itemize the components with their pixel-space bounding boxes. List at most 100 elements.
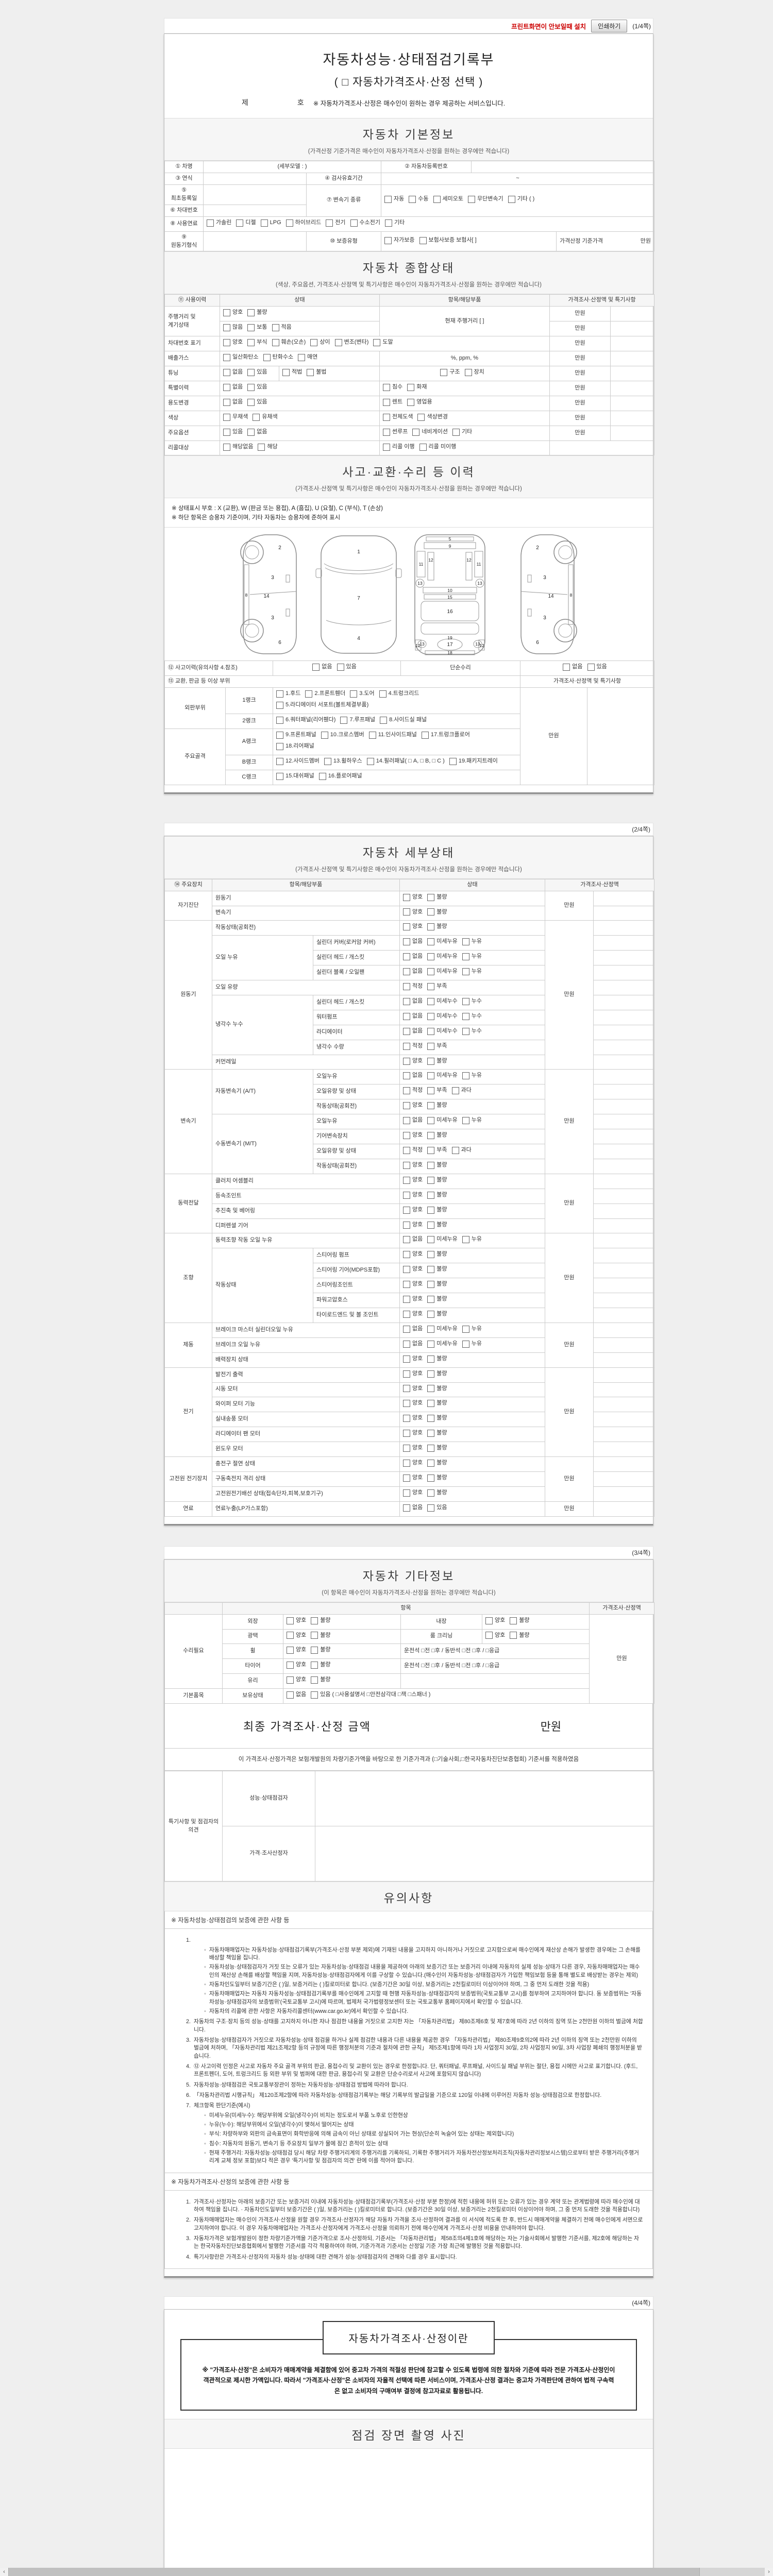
checkbox-option[interactable]: 수소전기 <box>350 219 380 227</box>
checkbox[interactable] <box>403 1176 410 1184</box>
checkbox[interactable] <box>260 219 268 227</box>
checkbox[interactable] <box>421 732 429 739</box>
checkbox[interactable] <box>403 1057 410 1065</box>
checkbox[interactable] <box>485 1617 493 1624</box>
checkbox[interactable] <box>373 339 381 347</box>
checkbox[interactable] <box>451 1146 459 1154</box>
checkbox-option[interactable]: 불량 <box>427 1429 447 1437</box>
checkbox[interactable] <box>247 339 255 347</box>
checkbox[interactable] <box>403 1132 410 1140</box>
checkbox[interactable] <box>368 732 376 739</box>
checkbox-option[interactable]: 없음 <box>403 997 423 1006</box>
checkbox-option[interactable]: 양호 <box>403 1370 423 1378</box>
checkbox-option[interactable]: 불량 <box>427 1474 447 1482</box>
checkbox[interactable] <box>311 1632 318 1639</box>
checkbox-option[interactable]: 부족 <box>427 1146 447 1155</box>
checkbox[interactable] <box>263 354 271 362</box>
checkbox[interactable] <box>403 1370 410 1378</box>
checkbox[interactable] <box>510 1632 517 1639</box>
checkbox[interactable] <box>207 219 214 227</box>
checkbox[interactable] <box>383 383 390 391</box>
checkbox[interactable] <box>223 339 230 347</box>
checkbox[interactable] <box>324 757 331 765</box>
checkbox-option[interactable]: 없음 <box>403 953 423 961</box>
checkbox[interactable] <box>427 893 435 901</box>
checkbox[interactable] <box>403 1504 410 1512</box>
checkbox-option[interactable]: 양호 <box>403 1161 423 1170</box>
checkbox[interactable] <box>427 1236 435 1244</box>
checkbox-option[interactable]: 없음 <box>247 428 267 436</box>
checkbox[interactable] <box>427 1146 435 1154</box>
checkbox-option[interactable]: 있음 <box>247 368 267 377</box>
checkbox-option[interactable]: 해당 <box>258 443 278 451</box>
checkbox[interactable] <box>287 1676 294 1684</box>
checkbox[interactable] <box>298 354 306 362</box>
checkbox[interactable] <box>452 428 460 436</box>
checkbox[interactable] <box>427 1161 435 1169</box>
checkbox[interactable] <box>223 309 230 317</box>
checkbox-option[interactable]: 양호 <box>287 1617 306 1625</box>
checkbox[interactable] <box>403 1445 410 1452</box>
checkbox[interactable] <box>403 953 410 961</box>
checkbox-option[interactable]: 19.패키지트레이 <box>449 757 498 766</box>
checkbox-option[interactable]: 양호 <box>223 338 243 347</box>
checkbox-option[interactable]: 양호 <box>403 1265 423 1274</box>
checkbox[interactable] <box>318 772 326 780</box>
checkbox-option[interactable]: 불량 <box>311 1676 331 1684</box>
checkbox[interactable] <box>403 1206 410 1214</box>
checkbox-option[interactable]: 없음 <box>403 1027 423 1036</box>
checkbox-option[interactable]: 미세누수 <box>427 997 458 1006</box>
checkbox-option[interactable]: 기타 ( ) <box>508 195 534 204</box>
checkbox[interactable] <box>427 1474 435 1482</box>
checkbox[interactable] <box>312 664 320 671</box>
checkbox-option[interactable]: 없음 <box>403 1235 423 1244</box>
checkbox-option[interactable]: 보통 <box>247 324 267 332</box>
checkbox-option[interactable]: 도말 <box>373 338 393 347</box>
checkbox-option[interactable]: 미세누유 <box>427 1072 458 1080</box>
checkbox-option[interactable]: 양호 <box>403 908 423 917</box>
checkbox-option[interactable]: 네비게이션 <box>412 428 448 436</box>
checkbox[interactable] <box>462 1236 469 1244</box>
checkbox-option[interactable]: 없음 <box>403 1012 423 1021</box>
checkbox[interactable] <box>223 428 230 436</box>
checkbox-option[interactable]: 수동 <box>409 195 429 204</box>
checkbox[interactable] <box>311 1662 318 1669</box>
checkbox[interactable] <box>403 1102 410 1110</box>
scroll-left-icon[interactable]: ‹ <box>0 2568 8 2576</box>
checkbox-option[interactable]: 4.트렁크리드 <box>379 690 419 698</box>
checkbox-option[interactable]: 불량 <box>427 1399 447 1408</box>
checkbox[interactable] <box>379 690 386 698</box>
checkbox[interactable] <box>403 1251 410 1259</box>
checkbox-option[interactable]: 없음 <box>403 1504 423 1512</box>
checkbox-option[interactable]: 10.크로스멤버 <box>321 731 364 739</box>
checkbox[interactable] <box>247 309 255 317</box>
checkbox[interactable] <box>383 443 390 451</box>
checkbox[interactable] <box>307 369 314 376</box>
checkbox-option[interactable]: 양호 <box>403 1280 423 1289</box>
checkbox-option[interactable]: 불량 <box>427 1206 447 1214</box>
checkbox[interactable] <box>311 1647 318 1654</box>
checkbox-option[interactable]: 없음 <box>403 1325 423 1333</box>
checkbox[interactable] <box>321 732 328 739</box>
checkbox[interactable] <box>427 1117 435 1125</box>
checkbox-option[interactable]: 15.대쉬패널 <box>276 772 314 781</box>
checkbox[interactable] <box>236 219 244 227</box>
checkbox-option[interactable]: 미세누유 <box>427 968 458 976</box>
checkbox-option[interactable]: 세미오토 <box>433 195 463 204</box>
checkbox[interactable] <box>427 1191 435 1199</box>
checkbox-option[interactable]: 양호 <box>403 1399 423 1408</box>
checkbox[interactable] <box>403 1296 410 1303</box>
checkbox[interactable] <box>427 1042 435 1050</box>
checkbox-option[interactable]: 누유 <box>462 1340 482 1348</box>
checkbox[interactable] <box>427 1370 435 1378</box>
checkbox[interactable] <box>409 196 416 204</box>
checkbox-option[interactable]: 적정 <box>403 1146 423 1155</box>
checkbox-option[interactable]: 부식 <box>247 338 267 347</box>
checkbox-option[interactable]: 불량 <box>427 1295 447 1303</box>
checkbox[interactable] <box>403 1489 410 1497</box>
checkbox[interactable] <box>223 413 230 421</box>
checkbox[interactable] <box>427 1325 435 1333</box>
checkbox-option[interactable]: 부족 <box>427 1087 447 1095</box>
checkbox[interactable] <box>403 893 410 901</box>
checkbox[interactable] <box>427 953 435 961</box>
